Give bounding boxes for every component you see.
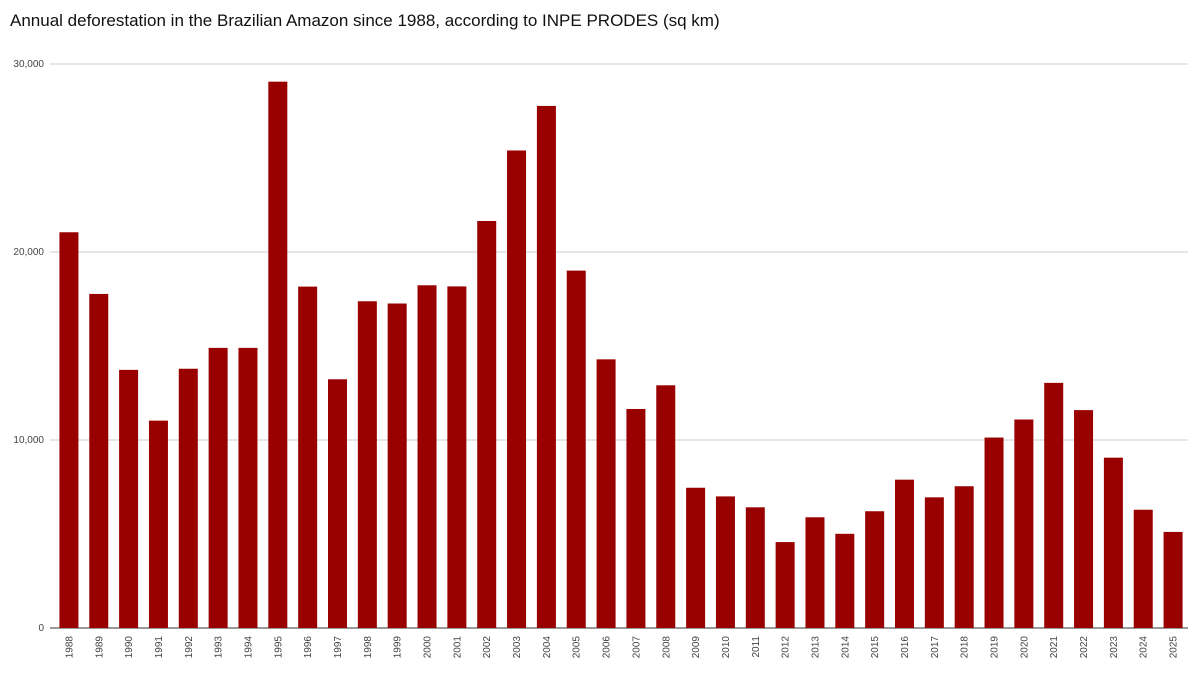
x-tick-label: 2011 [751, 636, 762, 658]
x-tick-label: 1996 [303, 636, 314, 659]
x-tick-label: 1989 [94, 636, 105, 659]
x-tick-label: 1990 [124, 636, 135, 659]
x-tick-label: 1993 [214, 636, 225, 659]
bar [984, 437, 1004, 628]
x-tick-label: 2006 [602, 636, 613, 659]
x-tick-label: 1991 [154, 636, 165, 659]
x-tick-label: 1998 [363, 636, 374, 659]
bar [865, 511, 885, 628]
bar [387, 303, 407, 628]
bar [626, 408, 646, 628]
x-tick-label: 2015 [870, 636, 881, 659]
x-tick-label: 2001 [452, 636, 463, 659]
bar [417, 285, 437, 628]
x-tick-label: 2009 [691, 636, 702, 659]
x-tick-label: 2023 [1109, 636, 1120, 659]
bar [745, 507, 765, 628]
x-tick-label: 2003 [512, 636, 523, 659]
x-tick-label: 2025 [1169, 636, 1180, 659]
bar [775, 542, 795, 628]
x-tick-label: 2010 [721, 636, 732, 659]
bar [357, 301, 377, 628]
bar [566, 270, 586, 628]
x-tick-label: 2016 [900, 636, 911, 659]
bar [178, 368, 198, 628]
bar [1133, 509, 1153, 628]
x-tick-label: 1997 [333, 636, 344, 659]
x-tick-label: 2000 [423, 636, 434, 659]
x-tick-label: 1994 [243, 636, 254, 659]
x-tick-label: 2019 [990, 636, 1001, 659]
x-tick-label: 2007 [631, 636, 642, 659]
bar [895, 479, 914, 628]
bar [805, 517, 825, 628]
bar [298, 286, 318, 628]
x-tick-label: 2013 [810, 636, 821, 659]
y-tick-label: 30,000 [13, 59, 44, 70]
bar [89, 293, 109, 628]
x-tick-label: 2014 [840, 636, 851, 659]
bar [447, 286, 467, 628]
bar [954, 486, 974, 628]
x-tick-label: 2004 [542, 636, 553, 659]
chart-title: Annual deforestation in the Brazilian Am… [10, 11, 720, 30]
x-tick-label: 2017 [930, 636, 941, 659]
x-tick-label: 2020 [1019, 636, 1030, 659]
bar [924, 497, 944, 628]
x-tick-label: 1992 [184, 636, 195, 659]
y-tick-label: 20,000 [13, 247, 44, 258]
x-tick-label: 2024 [1139, 636, 1150, 659]
bar [656, 385, 676, 628]
bar [715, 496, 735, 628]
bar [596, 359, 616, 628]
x-tick-label: 2012 [781, 636, 792, 659]
bar [148, 420, 168, 628]
bar [119, 369, 139, 628]
bar [1074, 410, 1094, 628]
bar [686, 487, 706, 628]
bar [328, 379, 347, 628]
bar [507, 150, 527, 629]
y-tick-label: 0 [38, 623, 44, 634]
x-tick-label: 2022 [1079, 636, 1090, 659]
bar [477, 220, 497, 629]
x-tick-label: 2008 [661, 636, 672, 659]
bar [1044, 382, 1064, 628]
y-tick-label: 10,000 [13, 435, 44, 446]
bar [59, 232, 79, 628]
bar [1014, 419, 1034, 628]
x-tick-label: 2021 [1049, 636, 1060, 659]
x-tick-label: 2005 [572, 636, 583, 659]
bar [835, 533, 855, 628]
bar [208, 347, 228, 628]
x-tick-label: 1999 [393, 636, 404, 659]
bar [238, 347, 258, 628]
bar [536, 105, 556, 628]
x-tick-label: 2018 [960, 636, 971, 659]
bar [268, 81, 288, 628]
x-tick-label: 2002 [482, 636, 493, 659]
x-tick-label: 1995 [273, 636, 284, 659]
bar [1103, 457, 1123, 628]
x-tick-label: 1988 [64, 636, 75, 659]
bar [1163, 531, 1183, 628]
